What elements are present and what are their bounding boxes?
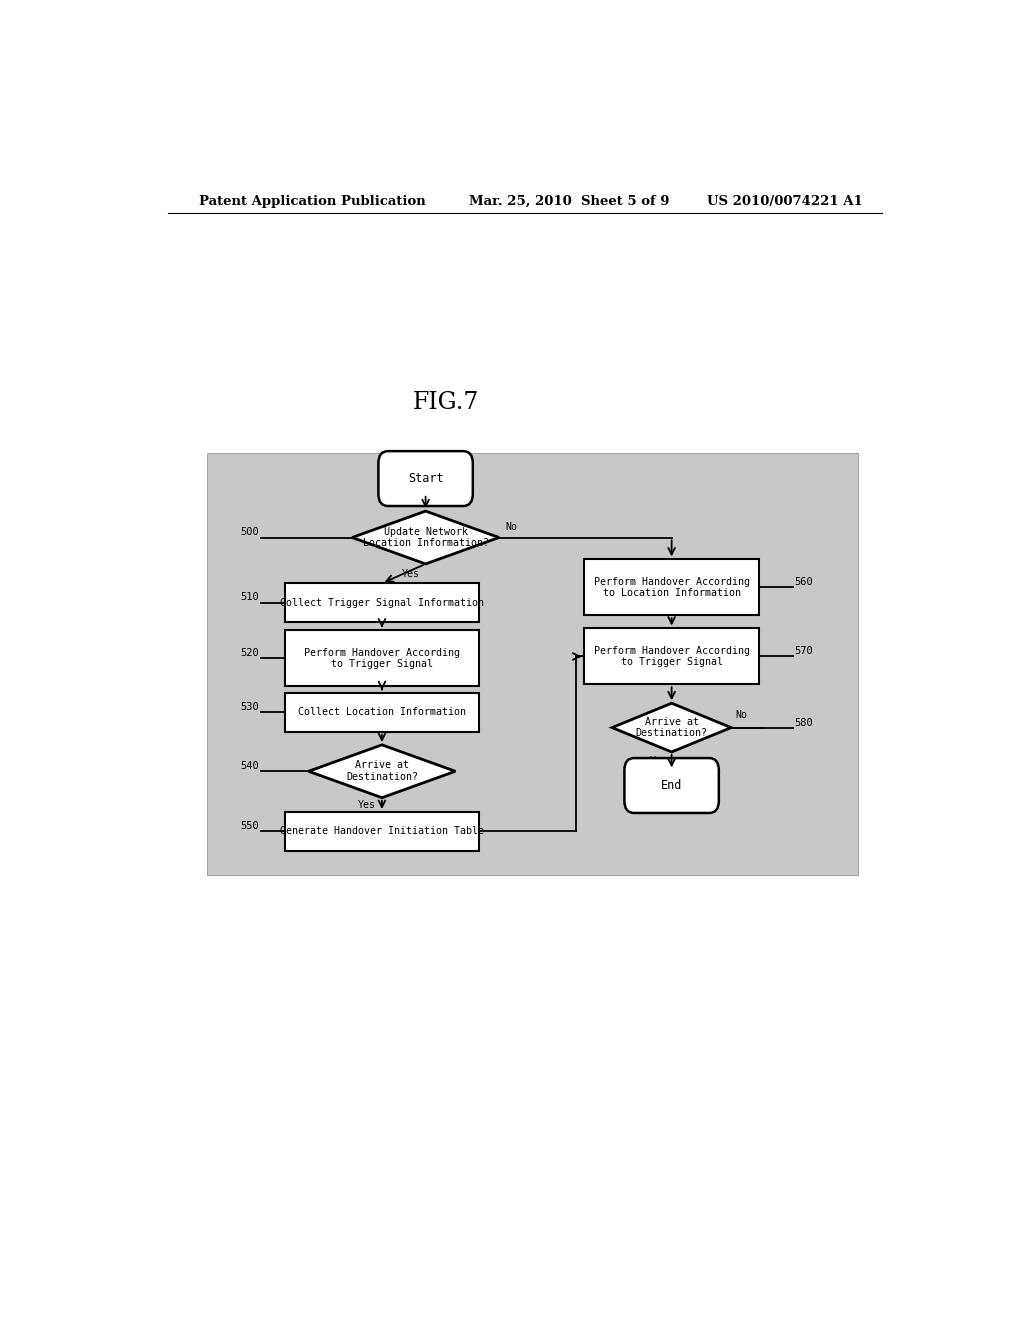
Text: 550: 550 bbox=[241, 821, 259, 832]
Text: Mar. 25, 2010  Sheet 5 of 9: Mar. 25, 2010 Sheet 5 of 9 bbox=[469, 194, 670, 207]
Text: Yes: Yes bbox=[401, 569, 420, 578]
Text: Generate Handover Initiation Table: Generate Handover Initiation Table bbox=[280, 826, 484, 837]
Text: 510: 510 bbox=[241, 593, 259, 602]
Text: Perform Handover According
to Trigger Signal: Perform Handover According to Trigger Si… bbox=[594, 645, 750, 667]
FancyBboxPatch shape bbox=[625, 758, 719, 813]
Text: No: No bbox=[506, 523, 517, 532]
Text: FIG.7: FIG.7 bbox=[413, 391, 478, 414]
FancyBboxPatch shape bbox=[207, 453, 858, 875]
Text: Collect Trigger Signal Information: Collect Trigger Signal Information bbox=[280, 598, 484, 607]
Text: Collect Location Information: Collect Location Information bbox=[298, 708, 466, 717]
FancyBboxPatch shape bbox=[285, 631, 479, 686]
Text: Arrive at
Destination?: Arrive at Destination? bbox=[346, 760, 418, 781]
Polygon shape bbox=[308, 744, 456, 797]
FancyBboxPatch shape bbox=[379, 451, 473, 506]
Text: 570: 570 bbox=[795, 647, 813, 656]
Text: Perform Handover According
to Trigger Signal: Perform Handover According to Trigger Si… bbox=[304, 648, 460, 669]
Text: 560: 560 bbox=[795, 577, 813, 587]
Text: Arrive at
Destination?: Arrive at Destination? bbox=[636, 717, 708, 738]
FancyBboxPatch shape bbox=[585, 628, 759, 685]
Polygon shape bbox=[352, 511, 499, 564]
Text: End: End bbox=[660, 779, 682, 792]
Polygon shape bbox=[612, 704, 731, 752]
Text: Perform Handover According
to Location Information: Perform Handover According to Location I… bbox=[594, 577, 750, 598]
Text: 520: 520 bbox=[241, 648, 259, 659]
Text: US 2010/0074221 A1: US 2010/0074221 A1 bbox=[708, 194, 863, 207]
FancyBboxPatch shape bbox=[285, 693, 479, 731]
Text: Start: Start bbox=[408, 473, 443, 484]
Text: 500: 500 bbox=[241, 528, 259, 537]
FancyBboxPatch shape bbox=[285, 812, 479, 850]
Text: Patent Application Publication: Patent Application Publication bbox=[200, 194, 426, 207]
Text: Yes: Yes bbox=[649, 756, 668, 766]
Text: Yes: Yes bbox=[358, 800, 376, 810]
FancyBboxPatch shape bbox=[285, 583, 479, 622]
Text: Update Network
Location Information?: Update Network Location Information? bbox=[362, 527, 488, 548]
Text: No: No bbox=[735, 710, 748, 721]
Text: 530: 530 bbox=[241, 702, 259, 713]
FancyBboxPatch shape bbox=[585, 560, 759, 615]
Text: 540: 540 bbox=[241, 762, 259, 771]
Text: 580: 580 bbox=[795, 718, 813, 727]
